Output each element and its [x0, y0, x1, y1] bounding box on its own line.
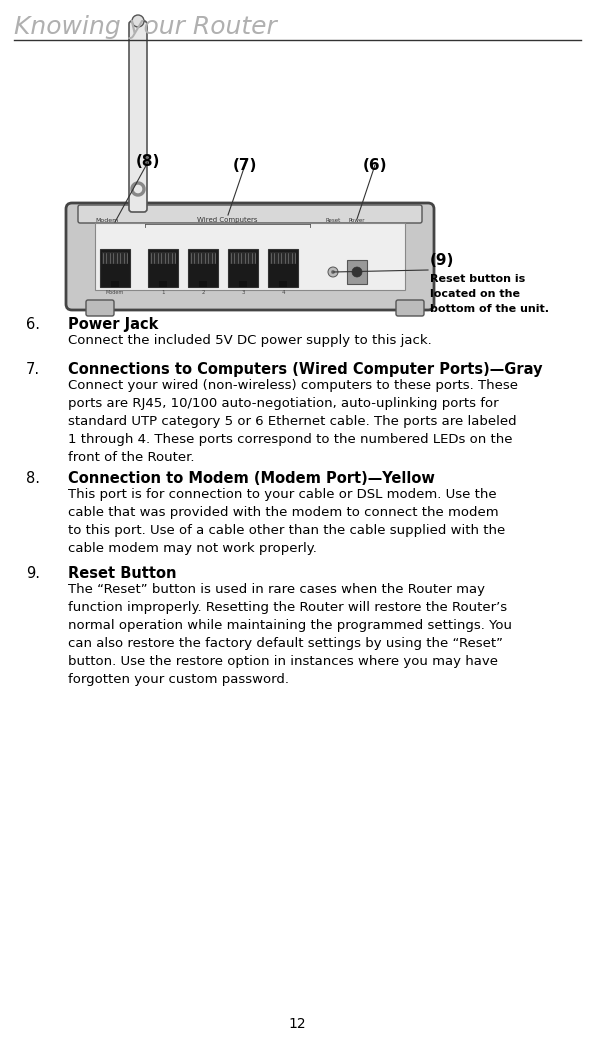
- Bar: [199, 281, 207, 287]
- Text: 2: 2: [201, 290, 205, 295]
- Bar: [268, 249, 298, 287]
- Bar: [270, 252, 296, 264]
- Text: Knowing your Router: Knowing your Router: [14, 15, 277, 39]
- Text: Modem: Modem: [95, 218, 118, 223]
- Text: Connection to Modem (Modem Port)—Yellow: Connection to Modem (Modem Port)—Yellow: [68, 471, 435, 486]
- FancyBboxPatch shape: [396, 300, 424, 316]
- Bar: [111, 281, 119, 287]
- Circle shape: [331, 270, 335, 274]
- Text: 7.: 7.: [26, 362, 40, 377]
- Bar: [230, 252, 256, 264]
- Bar: [188, 249, 218, 287]
- Text: Connect your wired (non-wireless) computers to these ports. These
ports are RJ45: Connect your wired (non-wireless) comput…: [68, 379, 518, 464]
- Text: (9): (9): [430, 253, 455, 268]
- Text: 1: 1: [161, 290, 165, 295]
- Bar: [102, 252, 128, 264]
- Text: The “Reset” button is used in rare cases when the Router may
function improperly: The “Reset” button is used in rare cases…: [68, 583, 512, 686]
- FancyBboxPatch shape: [86, 300, 114, 316]
- Bar: [347, 260, 367, 284]
- Bar: [239, 281, 247, 287]
- Circle shape: [352, 267, 362, 277]
- Bar: [150, 252, 176, 264]
- Text: 8.: 8.: [26, 471, 40, 486]
- FancyBboxPatch shape: [78, 205, 422, 223]
- Text: 4: 4: [281, 290, 285, 295]
- Circle shape: [132, 15, 144, 27]
- Bar: [190, 252, 216, 264]
- Circle shape: [328, 267, 338, 277]
- FancyBboxPatch shape: [66, 203, 434, 310]
- Text: Connect the included 5V DC power supply to this jack.: Connect the included 5V DC power supply …: [68, 334, 432, 347]
- Text: 3: 3: [241, 290, 245, 295]
- Bar: [148, 249, 178, 287]
- Bar: [100, 249, 130, 287]
- Text: This port is for connection to your cable or DSL modem. Use the
cable that was p: This port is for connection to your cabl…: [68, 488, 505, 555]
- Text: Reset button is
located on the
bottom of the unit.: Reset button is located on the bottom of…: [430, 274, 549, 314]
- Text: Connections to Computers (Wired Computer Ports)—Gray: Connections to Computers (Wired Computer…: [68, 362, 543, 377]
- Text: Power Jack: Power Jack: [68, 317, 158, 332]
- Text: Wired Computers: Wired Computers: [198, 217, 258, 223]
- Text: (6): (6): [363, 157, 387, 173]
- Bar: [228, 249, 258, 287]
- FancyBboxPatch shape: [129, 21, 147, 211]
- Text: Modem: Modem: [106, 290, 124, 295]
- Bar: [279, 281, 287, 287]
- Text: (7): (7): [233, 157, 257, 173]
- Text: 6.: 6.: [26, 317, 40, 332]
- Text: (8): (8): [136, 155, 160, 170]
- Text: 9.: 9.: [26, 566, 40, 581]
- Text: Power: Power: [349, 218, 365, 223]
- FancyBboxPatch shape: [95, 223, 405, 290]
- Text: Reset: Reset: [325, 218, 340, 223]
- Bar: [159, 281, 167, 287]
- Text: Reset Button: Reset Button: [68, 566, 177, 581]
- Text: 12: 12: [288, 1017, 306, 1031]
